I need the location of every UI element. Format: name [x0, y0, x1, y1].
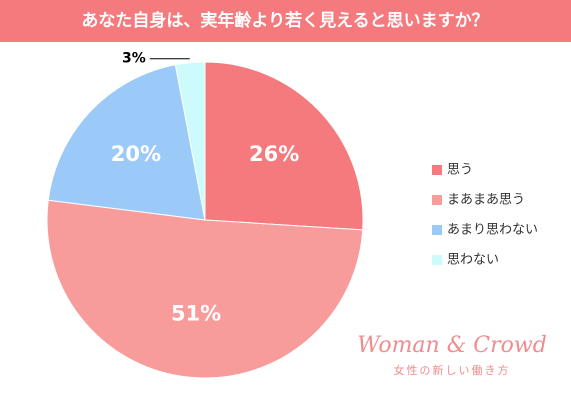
watermark: Woman & Crowd — [357, 333, 547, 358]
pie-slice — [174, 61, 206, 221]
legend-label: あまり思わない — [447, 223, 538, 238]
pie-slice — [46, 199, 364, 379]
pie-slice — [204, 61, 364, 231]
legend-swatch — [432, 165, 442, 175]
value-label: 3% — [122, 51, 146, 67]
legend-swatch — [432, 225, 442, 235]
pie-slice — [47, 64, 206, 221]
legend-label: 思う — [447, 163, 473, 178]
legend-swatch — [432, 255, 442, 265]
header-bar — [0, 0, 571, 42]
legend-swatch — [432, 195, 442, 205]
watermark-subtitle: 女性の新しい働き方 — [394, 363, 511, 377]
legend-label: 思わない — [447, 253, 499, 268]
chart-title: あなた自身は、実年齢より若く見えると思いますか？ — [81, 10, 488, 31]
value-label: 26% — [249, 142, 299, 166]
value-label: 51% — [171, 301, 221, 325]
legend-label: まあまあ思う — [447, 193, 525, 208]
value-label: 20% — [111, 142, 161, 166]
